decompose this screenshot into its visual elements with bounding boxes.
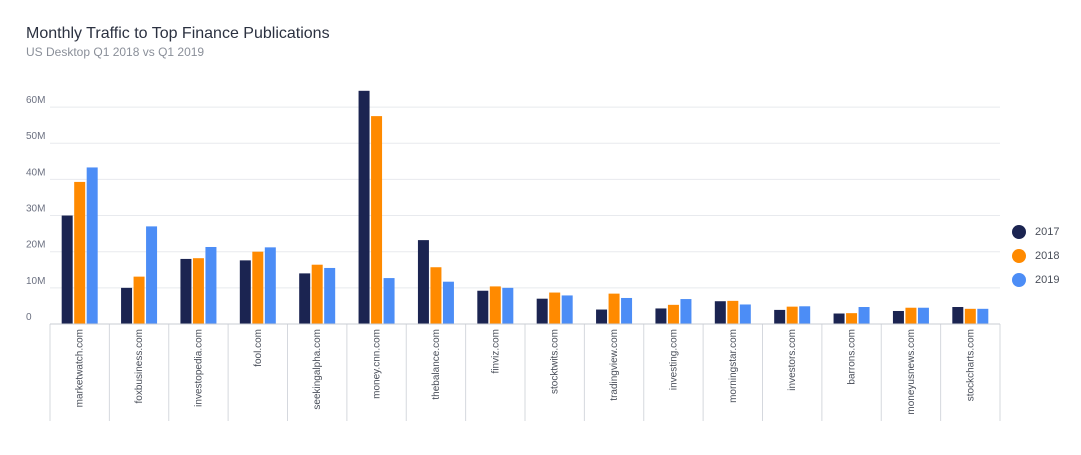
x-tick-label: stocktwits.com (550, 329, 561, 394)
bar-2017-barrons-com (833, 313, 845, 324)
bar-2019-marketwatch-com (86, 167, 98, 324)
x-tick-label: morningstar.com (728, 329, 739, 403)
bar-2019-stocktwits-com (561, 295, 573, 324)
bar-2018-morningstar-com (727, 300, 739, 324)
bar-2018-tradingview-com (608, 293, 620, 324)
bar-2019-moneyusnews-com (917, 307, 929, 324)
bar-2018-seekingalpha-com (311, 264, 323, 324)
bar-2017-stockcharts-com (952, 307, 964, 324)
x-tick-label: stockcharts.com (965, 329, 976, 401)
x-tick-label: moneyusnews.com (906, 329, 917, 415)
bar-2018-investopedia-com (192, 258, 204, 324)
legend-label-2018: 2018 (1035, 250, 1060, 262)
bar-2018-stockcharts-com (964, 308, 976, 324)
bar-2019-investing-com (680, 299, 692, 324)
bar-2017-money-cnn-com (358, 90, 370, 324)
bar-2019-seekingalpha-com (324, 267, 336, 324)
x-tick-label: investopedia.com (193, 329, 204, 407)
legend-label-2019: 2019 (1035, 274, 1060, 286)
bar-2018-finviz-com (489, 286, 501, 324)
bar-2017-thebalance-com (417, 240, 429, 324)
x-tick-label: investing.com (668, 329, 679, 390)
y-tick-label: 50M (26, 131, 45, 142)
bar-2017-tradingview-com (596, 309, 608, 324)
bar-2017-marketwatch-com (61, 215, 73, 324)
bar-2017-stocktwits-com (536, 298, 548, 324)
legend-item-2018: 2018 (1012, 244, 1059, 268)
bar-2017-fool-com (239, 260, 251, 324)
x-tick-label: fool.com (253, 329, 264, 367)
bar-2019-finviz-com (502, 287, 514, 324)
bar-2018-moneyusnews-com (905, 307, 917, 324)
y-tick-label: 40M (26, 167, 45, 178)
bar-2017-seekingalpha-com (299, 273, 311, 324)
bar-2017-investing-com (655, 308, 667, 324)
bar-2019-investopedia-com (205, 246, 217, 324)
bar-2017-foxbusiness-com (121, 287, 133, 324)
y-tick-label: 60M (26, 95, 45, 106)
bar-2017-moneyusnews-com (892, 310, 904, 324)
x-tick-label: tradingview.com (609, 329, 620, 401)
bar-2019-barrons-com (858, 307, 870, 324)
chart-legend: 2017 2018 2019 (1012, 220, 1059, 292)
bar-2019-investors-com (799, 306, 811, 324)
legend-swatch-2018 (1012, 249, 1026, 263)
y-tick-label: 30M (26, 204, 45, 215)
bar-2019-fool-com (264, 247, 276, 324)
x-tick-label: thebalance.com (431, 329, 442, 400)
y-tick-label: 10M (26, 276, 45, 287)
legend-swatch-2017 (1012, 225, 1026, 239)
x-tick-label: money.cnn.com (372, 329, 383, 399)
bar-2018-marketwatch-com (74, 181, 86, 324)
bar-2018-stocktwits-com (549, 292, 561, 324)
bar-2017-morningstar-com (714, 301, 726, 324)
x-tick-label: marketwatch.com (75, 329, 86, 407)
x-tick-label: barrons.com (847, 329, 858, 385)
y-tick-label: 20M (26, 240, 45, 251)
bar-2019-tradingview-com (621, 297, 633, 324)
y-tick-label: 0 (26, 312, 32, 323)
legend-swatch-2019 (1012, 273, 1026, 287)
bar-2018-thebalance-com (430, 267, 442, 324)
chart-title: Monthly Traffic to Top Finance Publicati… (26, 25, 330, 42)
bar-2019-morningstar-com (739, 304, 751, 324)
bar-2017-investors-com (774, 309, 786, 324)
bar-2018-investing-com (667, 304, 679, 324)
chart-subtitle: US Desktop Q1 2018 vs Q1 2019 (26, 45, 205, 59)
x-tick-label: foxbusiness.com (134, 329, 145, 403)
bar-2019-thebalance-com (442, 281, 454, 324)
bar-2019-foxbusiness-com (146, 226, 158, 324)
bar-2018-fool-com (252, 251, 264, 324)
x-tick-label: finviz.com (490, 329, 501, 373)
x-tick-label: seekingalpha.com (312, 329, 323, 410)
legend-item-2019: 2019 (1012, 268, 1059, 292)
legend-item-2017: 2017 (1012, 220, 1059, 244)
bar-2019-stockcharts-com (977, 308, 989, 324)
bar-2017-investopedia-com (180, 258, 192, 324)
x-tick-label: investors.com (787, 329, 798, 391)
bar-2019-money-cnn-com (383, 278, 395, 324)
bar-2018-investors-com (786, 306, 798, 324)
bar-2018-money-cnn-com (371, 116, 383, 324)
bar-2018-foxbusiness-com (133, 276, 145, 324)
bar-2017-finviz-com (477, 290, 489, 324)
legend-label-2017: 2017 (1035, 226, 1060, 238)
bar-2018-barrons-com (846, 313, 858, 324)
